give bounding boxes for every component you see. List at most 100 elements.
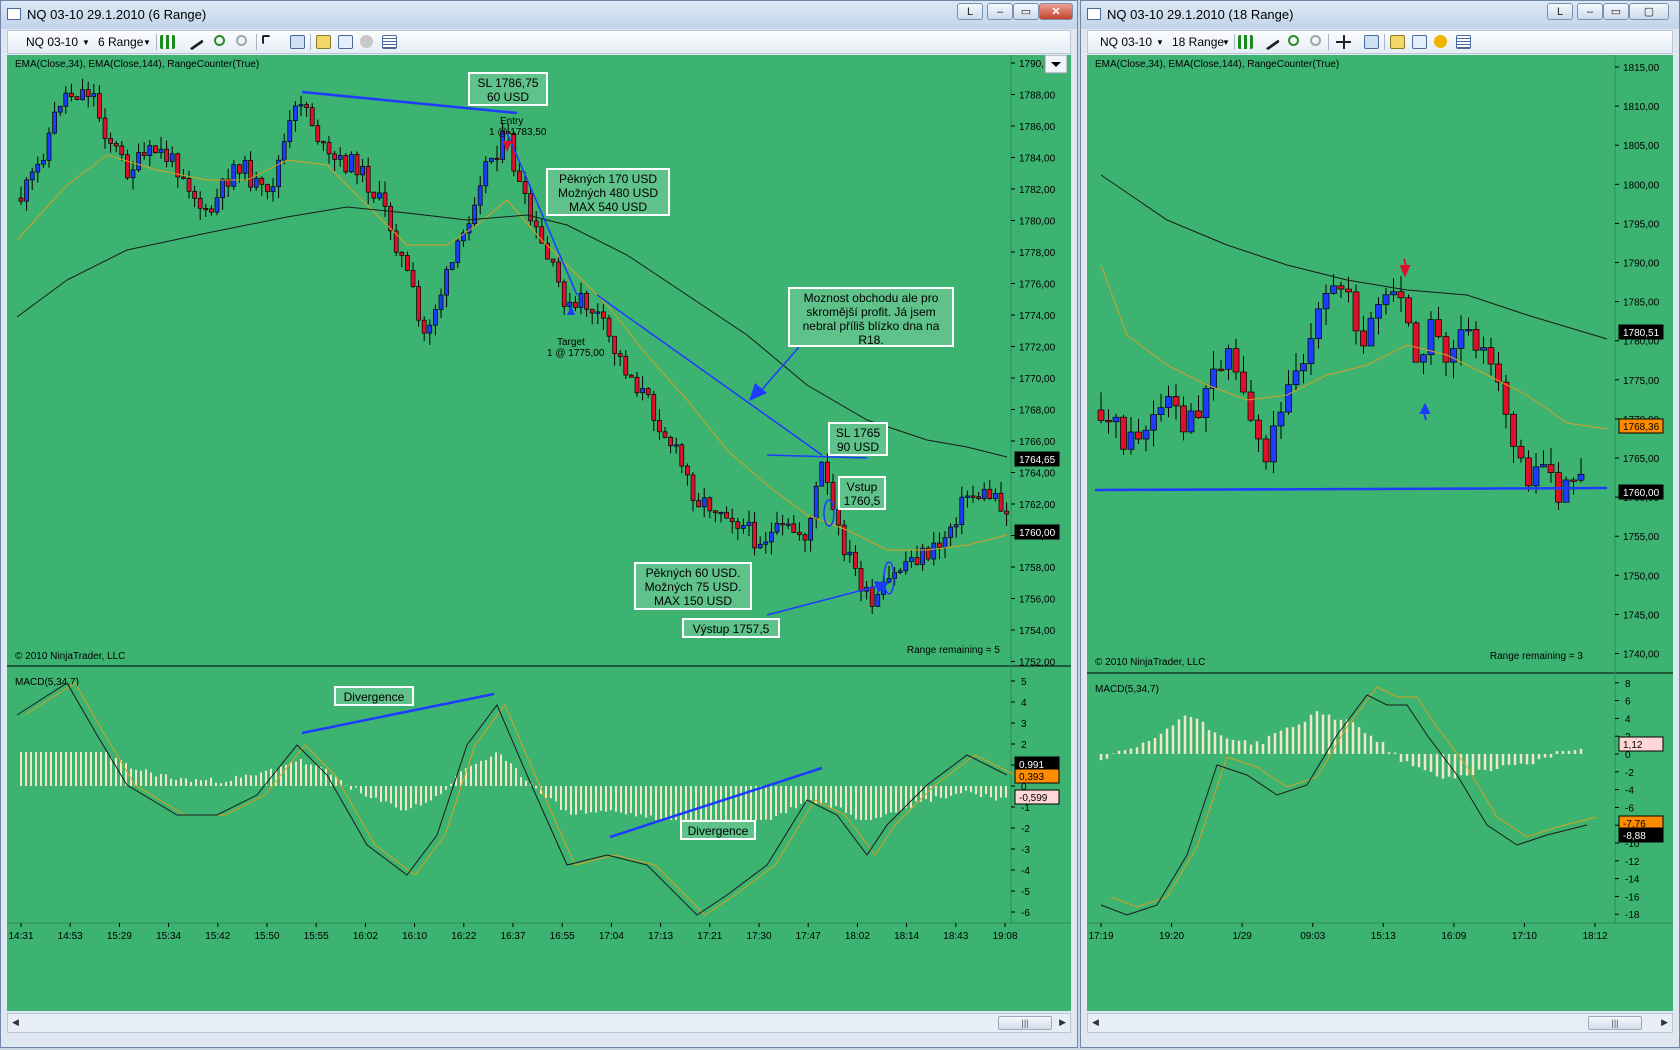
period-selector[interactable]: 18 Range [1172,35,1225,49]
candle [752,521,757,549]
instrument-dropdown-icon[interactable]: ▼ [1156,38,1164,47]
candle [225,178,231,187]
data-box-icon[interactable] [382,35,397,49]
scroll-left-arrow[interactable]: ◀ [1092,1017,1099,1027]
scroll-left-arrow[interactable]: ◀ [12,1017,19,1027]
candle [41,159,46,165]
candle [998,492,1004,512]
candle [735,521,741,529]
restore-button[interactable]: ▢ [1629,3,1669,20]
candle [1487,347,1495,365]
candle [309,107,315,127]
macd-marker-label: 1,12 [1623,740,1643,751]
title-bar[interactable]: NQ 03-10 29.1.2010 (18 Range) L – ▭ ▢ [1081,1,1679,29]
candle [1180,405,1187,433]
candle [651,394,657,421]
period-dropdown-icon[interactable]: ▼ [1222,38,1230,47]
instrument-dropdown-icon[interactable]: ▼ [82,38,90,47]
period-selector[interactable]: 6 Range [98,35,144,49]
candle [287,120,293,142]
scroll-thumb[interactable]: ||| [998,1016,1052,1030]
macd-tick-label: -3 [1021,845,1030,856]
scroll-thumb[interactable]: ||| [1588,1016,1642,1030]
close-button[interactable]: ✕ [1039,3,1073,20]
price-tick-label: 1766,00 [1019,437,1056,448]
link-button[interactable]: L [957,3,983,20]
exit-box [682,618,780,638]
zoom-out-icon[interactable] [236,35,247,46]
horizontal-scrollbar[interactable]: ◀ ||| ▶ [1087,1013,1673,1033]
instrument-selector[interactable]: NQ 03-10 [26,35,79,49]
strategy-icon[interactable] [316,35,331,49]
minimize-button[interactable]: – [1577,3,1603,20]
macd-tick-label: 4 [1625,714,1631,725]
candle [1150,414,1157,431]
profit2-box-text: MAX 150 USD [654,594,732,608]
candle [584,292,589,310]
candle [909,557,914,562]
pointer-icon[interactable] [262,35,270,44]
candle [769,531,774,543]
instrument-selector[interactable]: NQ 03-10 [1100,35,1153,49]
title-bar[interactable]: NQ 03-10 29.1.2010 (6 Range) L L – ▭ ✕ [1,1,1077,29]
exit-highlight [883,561,895,595]
time-tick-label: 17:10 [1512,931,1537,942]
arrow-head-icon [749,383,767,401]
period-dropdown-icon[interactable]: ▼ [143,38,151,47]
zoom-in-icon[interactable] [1288,35,1299,46]
scroll-right-arrow[interactable]: ▶ [1661,1017,1668,1027]
price-tick-label: 1765,00 [1623,454,1660,465]
properties-icon[interactable] [290,35,305,49]
candle [505,131,511,134]
indicator-icon[interactable] [1412,35,1427,49]
maximize-button[interactable]: ▭ [1013,3,1039,20]
zoom-in-icon[interactable] [214,35,225,46]
candlestick-style-icon[interactable] [160,35,175,49]
time-tick-label: 17:04 [599,931,624,942]
link-button[interactable]: L [1547,3,1573,20]
scroll-right-arrow[interactable]: ▶ [1059,1017,1066,1027]
candle [690,474,696,501]
price-chart-panel[interactable]: 1790,00 1788,00 1786,00 1784,00 1782,00 1780,… [7,55,1071,1011]
crosshair-icon[interactable] [1336,35,1351,49]
candle [914,557,920,565]
maximize-button[interactable]: ▭ [1603,3,1629,20]
candlestick-style-icon[interactable] [1238,35,1253,49]
candle [774,523,780,533]
drawing-tool-icon[interactable] [1263,35,1280,51]
profit2-box-text: Pěkných 60 USD. [646,566,741,580]
candle [1127,431,1135,450]
profit-box-text: Pěkných 170 USD [559,172,657,186]
candle [970,495,976,498]
chart-trader-icon[interactable] [1434,35,1447,48]
candle [875,594,881,607]
data-box-icon[interactable] [1456,35,1471,49]
candle [1457,329,1465,349]
entry-box-text: 1760,5 [844,494,881,508]
candle [1382,294,1390,305]
price-tick-label: 1778,00 [1019,248,1056,259]
zoom-out-icon[interactable] [1310,35,1321,46]
price-marker-label: 1760,00 [1623,488,1660,499]
candle [237,164,242,174]
candle [393,230,399,253]
price-chart-panel[interactable]: 1815,00 1810,00 1805,00 1800,00 1795,00 1790,… [1087,55,1673,1011]
candle [942,537,948,548]
chart-window-18-range[interactable]: NQ 03-10 29.1.2010 (18 Range) L – ▭ ▢ NQ… [1080,0,1680,1048]
candle [685,465,690,476]
candle [293,105,298,122]
properties-icon[interactable] [1364,35,1379,49]
chart-trader-icon[interactable] [360,35,373,48]
candle [371,191,377,199]
horizontal-scrollbar[interactable]: ◀ ||| ▶ [7,1013,1071,1033]
candle [785,523,791,526]
chart-window-6-range[interactable]: NQ 03-10 29.1.2010 (6 Range) L L – ▭ ✕ N… [0,0,1078,1048]
indicator-icon[interactable] [338,35,353,49]
candle [500,131,505,160]
candle [987,488,993,499]
drawing-tool-icon[interactable] [187,35,204,51]
minimize-button[interactable]: – [987,3,1013,20]
strategy-icon[interactable] [1390,35,1405,49]
candle [657,420,662,433]
candle [1330,285,1337,294]
